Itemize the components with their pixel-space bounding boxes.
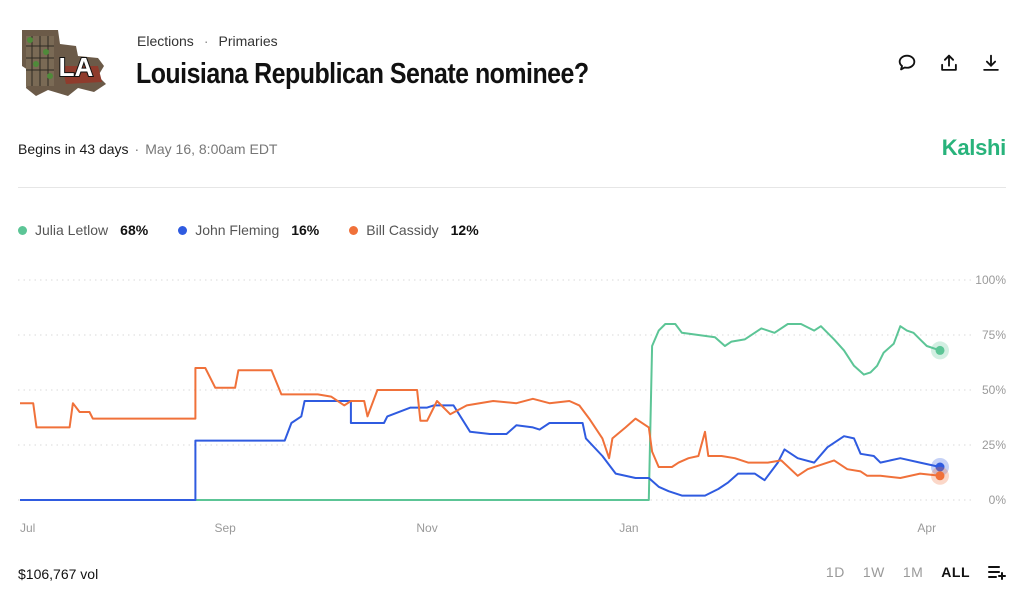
- series-endpoint: [935, 462, 945, 472]
- legend-dot-icon: [18, 225, 27, 235]
- brand-logo[interactable]: Kalshi: [941, 135, 1007, 160]
- legend-dot-icon: [349, 225, 359, 235]
- series-line-bill-cassidy: [20, 367, 941, 479]
- x-tick-label: Jul: [20, 521, 35, 535]
- range-all-button[interactable]: ALL: [941, 564, 970, 580]
- share-icon[interactable]: [938, 52, 960, 74]
- series-line-julia-letlow: [20, 323, 941, 501]
- y-tick-label: 75%: [982, 328, 1006, 342]
- legend-item-john-fleming[interactable]: John Fleming 16%: [178, 222, 319, 238]
- x-tick-label: Jan: [619, 521, 638, 535]
- series-endpoint: [935, 345, 945, 355]
- begins-separator: ·: [134, 141, 140, 157]
- series-endpoint: [935, 471, 945, 481]
- begins-label: Begins in 43 days: [18, 141, 129, 157]
- breadcrumb: Elections · Primaries: [137, 33, 278, 49]
- legend-name: John Fleming: [195, 222, 280, 238]
- legend-percent: 12%: [450, 222, 479, 238]
- page-title: Louisiana Republican Senate nominee?: [136, 58, 589, 90]
- range-1m-button[interactable]: 1M: [902, 564, 924, 580]
- y-tick-label: 50%: [982, 383, 1006, 397]
- header-actions: [896, 52, 1002, 74]
- breadcrumb-separator: ·: [203, 33, 209, 49]
- x-tick-label: Apr: [917, 521, 936, 535]
- legend-dot-icon: [178, 225, 188, 235]
- legend-name: Bill Cassidy: [366, 222, 439, 238]
- y-tick-label: 0%: [989, 493, 1007, 507]
- legend-name: Julia Letlow: [35, 222, 109, 238]
- x-tick-label: Nov: [416, 521, 437, 535]
- legend-percent: 16%: [291, 222, 320, 238]
- legend-item-julia-letlow[interactable]: Julia Letlow 68%: [18, 222, 148, 238]
- legend-item-bill-cassidy[interactable]: Bill Cassidy 12%: [349, 222, 479, 238]
- market-thumbnail: LA: [18, 26, 110, 102]
- series-line-john-fleming: [20, 400, 941, 501]
- price-chart[interactable]: 0% 25% 50% 75% 100% Jul Sep Nov Jan Apr: [0, 260, 1024, 550]
- range-1w-button[interactable]: 1W: [862, 564, 885, 580]
- legend-percent: 68%: [120, 222, 149, 238]
- chart-menu-icon[interactable]: [988, 564, 1006, 580]
- breadcrumb-elections[interactable]: Elections: [137, 33, 194, 49]
- range-selector: 1D 1W 1M ALL: [826, 564, 1006, 580]
- x-tick-label: Sep: [215, 521, 237, 535]
- comment-icon[interactable]: [896, 52, 918, 74]
- divider: [18, 187, 1006, 188]
- begins-info: Begins in 43 days · May 16, 8:00am EDT: [18, 141, 277, 157]
- range-1d-button[interactable]: 1D: [825, 564, 845, 580]
- download-icon[interactable]: [980, 52, 1002, 74]
- y-tick-label: 25%: [982, 438, 1006, 452]
- begins-date: May 16, 8:00am EDT: [145, 141, 278, 157]
- breadcrumb-primaries[interactable]: Primaries: [218, 33, 278, 49]
- chart-legend: Julia Letlow 68% John Fleming 16% Bill C…: [18, 222, 479, 238]
- thumbnail-text: LA: [59, 52, 94, 82]
- volume-label: $106,767 vol: [18, 566, 99, 582]
- y-tick-label: 100%: [975, 273, 1006, 287]
